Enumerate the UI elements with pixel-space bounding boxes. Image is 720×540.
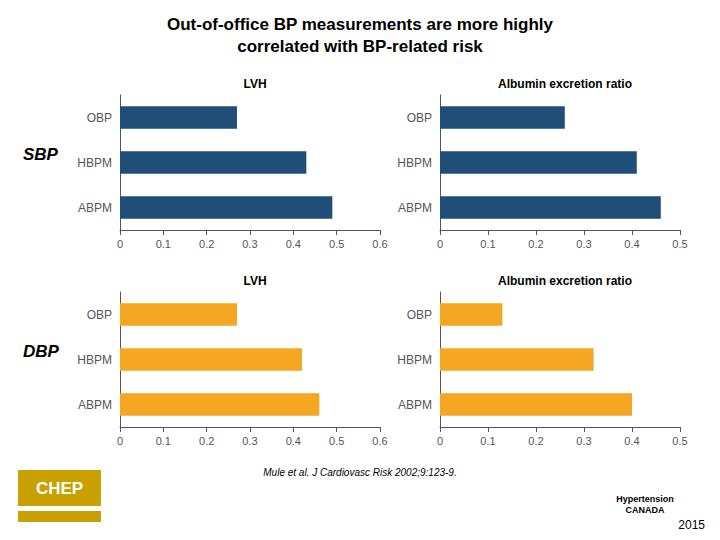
svg-text:0.6: 0.6 bbox=[372, 238, 387, 250]
svg-text:0.4: 0.4 bbox=[624, 435, 639, 447]
svg-text:0.5: 0.5 bbox=[672, 435, 687, 447]
svg-text:0.5: 0.5 bbox=[329, 435, 344, 447]
svg-text:0.2: 0.2 bbox=[528, 435, 543, 447]
svg-text:OBP: OBP bbox=[407, 308, 432, 322]
svg-text:0.3: 0.3 bbox=[576, 435, 591, 447]
svg-text:Out-of-office BP measurements: Out-of-office BP measurements are more h… bbox=[167, 15, 554, 34]
svg-text:0.4: 0.4 bbox=[286, 435, 301, 447]
svg-text:Albumin excretion ratio: Albumin excretion ratio bbox=[498, 77, 632, 91]
svg-text:0.5: 0.5 bbox=[672, 238, 687, 250]
svg-text:HBPM: HBPM bbox=[397, 156, 432, 170]
svg-text:ABPM: ABPM bbox=[398, 398, 432, 412]
svg-text:ABPM: ABPM bbox=[398, 201, 432, 215]
svg-text:0: 0 bbox=[117, 435, 123, 447]
svg-text:0.1: 0.1 bbox=[156, 238, 171, 250]
svg-text:HBPM: HBPM bbox=[77, 156, 112, 170]
svg-text:0.3: 0.3 bbox=[242, 238, 257, 250]
svg-text:CANADA: CANADA bbox=[626, 505, 665, 515]
svg-text:0.1: 0.1 bbox=[480, 435, 495, 447]
svg-text:Albumin excretion ratio: Albumin excretion ratio bbox=[498, 274, 632, 288]
svg-text:0: 0 bbox=[437, 435, 443, 447]
svg-text:Hypertension: Hypertension bbox=[616, 494, 674, 504]
svg-text:LVH: LVH bbox=[243, 274, 266, 288]
svg-text:OBP: OBP bbox=[87, 308, 112, 322]
svg-text:Mule et al. J Cardiovasc Risk: Mule et al. J Cardiovasc Risk 2002;9:123… bbox=[263, 467, 456, 478]
svg-text:HBPM: HBPM bbox=[77, 353, 112, 367]
svg-text:0.2: 0.2 bbox=[199, 238, 214, 250]
svg-text:0.4: 0.4 bbox=[624, 238, 639, 250]
svg-text:0.1: 0.1 bbox=[480, 238, 495, 250]
svg-text:0.2: 0.2 bbox=[199, 435, 214, 447]
svg-text:0: 0 bbox=[117, 238, 123, 250]
svg-text:OBP: OBP bbox=[407, 111, 432, 125]
svg-text:0.4: 0.4 bbox=[286, 238, 301, 250]
svg-text:0.2: 0.2 bbox=[528, 238, 543, 250]
svg-text:0.3: 0.3 bbox=[576, 238, 591, 250]
svg-text:CHEP: CHEP bbox=[36, 479, 83, 498]
svg-text:SBP: SBP bbox=[23, 145, 59, 164]
svg-text:correlated with BP-related ris: correlated with BP-related risk bbox=[237, 37, 483, 56]
svg-text:0.6: 0.6 bbox=[372, 435, 387, 447]
svg-text:OBP: OBP bbox=[87, 111, 112, 125]
svg-text:0.5: 0.5 bbox=[329, 238, 344, 250]
svg-text:2015: 2015 bbox=[678, 518, 705, 532]
svg-text:ABPM: ABPM bbox=[78, 398, 112, 412]
svg-text:0: 0 bbox=[437, 238, 443, 250]
svg-text:0.3: 0.3 bbox=[242, 435, 257, 447]
svg-text:DBP: DBP bbox=[23, 342, 60, 361]
svg-text:ABPM: ABPM bbox=[78, 201, 112, 215]
svg-text:0.1: 0.1 bbox=[156, 435, 171, 447]
svg-text:LVH: LVH bbox=[243, 77, 266, 91]
svg-text:HBPM: HBPM bbox=[397, 353, 432, 367]
